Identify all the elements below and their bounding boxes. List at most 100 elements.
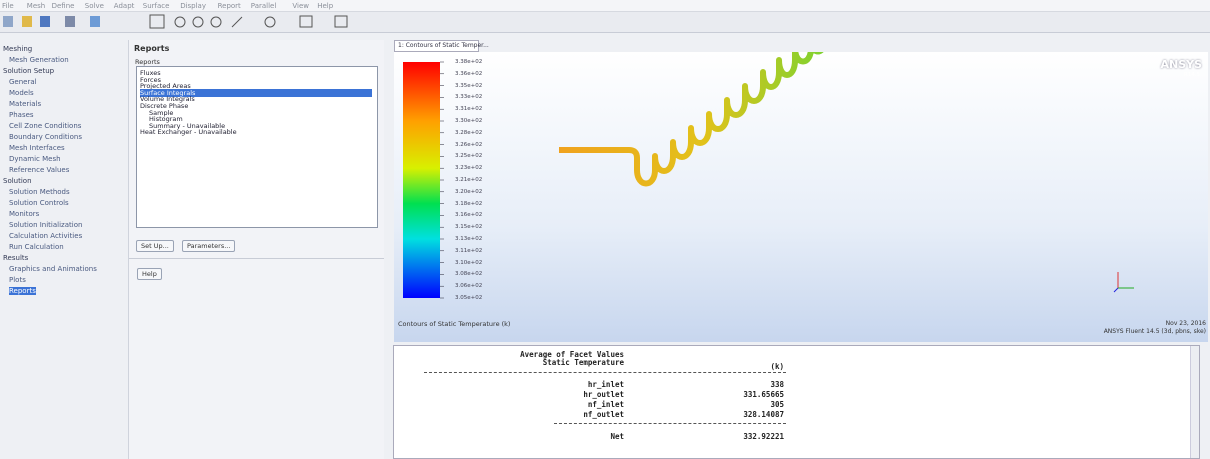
colorbar-label: 3.13e+02	[455, 236, 482, 242]
viewport-background	[394, 52, 1208, 342]
tree-item[interactable]: Plots	[9, 276, 26, 284]
tree-item[interactable]: Solution Controls	[9, 199, 69, 207]
icon[interactable]	[211, 17, 221, 27]
colorbar-label: 3.30e+02	[455, 118, 482, 124]
version: R14.5	[1184, 72, 1200, 78]
icon[interactable]	[150, 15, 164, 28]
menu-item[interactable]: Surface	[143, 2, 170, 10]
tree-item[interactable]: Cell Zone Conditions	[9, 122, 81, 130]
tree-item[interactable]: Dynamic Mesh	[9, 155, 61, 163]
scrollbar[interactable]	[1190, 346, 1199, 458]
tree-item[interactable]: Reports	[9, 287, 36, 295]
tree-item[interactable]: Solution Methods	[9, 188, 70, 196]
colorbar	[403, 62, 440, 298]
menu-item[interactable]: Mesh	[27, 2, 45, 10]
icon[interactable]	[65, 16, 75, 27]
tree-item[interactable]: Models	[9, 89, 34, 97]
tree-item[interactable]: Calculation Activities	[9, 232, 82, 240]
icon[interactable]	[265, 17, 275, 27]
tree-item[interactable]: Phases	[9, 111, 34, 119]
graphics-tab[interactable]: 1: Contours of Static Temper...	[394, 40, 479, 52]
icon[interactable]	[300, 16, 312, 27]
tree-item[interactable]: Mesh Interfaces	[9, 144, 65, 152]
colorbar-label: 3.06e+02	[455, 283, 482, 289]
tree-heading[interactable]: Results	[3, 254, 28, 262]
tree-item[interactable]: Run Calculation	[9, 243, 64, 251]
tree-item[interactable]: Graphics and Animations	[9, 265, 97, 273]
colorbar-label: 3.20e+02	[455, 189, 482, 195]
menu-bar: File Mesh Define Solve Adapt Surface Display Re…	[0, 0, 1210, 12]
tree-item[interactable]: Solution Initialization	[9, 221, 82, 229]
list-label: Reports	[135, 58, 160, 66]
colorbar-label: 3.10e+02	[455, 260, 482, 266]
icon[interactable]	[40, 16, 50, 27]
menu-item[interactable]: Help	[317, 2, 333, 10]
tree-item[interactable]: Boundary Conditions	[9, 133, 82, 141]
tree-item[interactable]: Reference Values	[9, 166, 69, 174]
row-value: 305	[694, 400, 784, 409]
fluent-window: File Mesh Define Solve Adapt Surface Display Re…	[0, 0, 1210, 459]
colorbar-label: 3.16e+02	[455, 212, 482, 218]
colorbar-label: 3.18e+02	[455, 201, 482, 207]
tree-item[interactable]: Mesh Generation	[9, 56, 69, 64]
row-label: nf_inlet	[454, 400, 624, 409]
colorbar-label: 3.23e+02	[455, 165, 482, 171]
menu-item[interactable]: Report	[218, 2, 241, 10]
icon[interactable]	[335, 16, 347, 27]
tree-item[interactable]: Materials	[9, 100, 41, 108]
logo: ANSYS	[1160, 58, 1202, 71]
separator	[129, 258, 384, 259]
tree-heading[interactable]: Solution Setup	[3, 67, 54, 75]
colorbar-label: 3.35e+02	[455, 83, 482, 89]
menu-item[interactable]: Parallel	[251, 2, 277, 10]
row-label: nf_outlet	[454, 410, 624, 419]
colorbar-label: 3.25e+02	[455, 153, 482, 159]
colorbar-label: 3.26e+02	[455, 142, 482, 148]
icon[interactable]	[175, 17, 185, 27]
icon[interactable]	[3, 16, 13, 27]
row-value: 328.14087	[694, 410, 784, 419]
row-label: hr_inlet	[454, 380, 624, 389]
menu-item[interactable]: File	[2, 2, 14, 10]
colorbar-label: 3.21e+02	[455, 177, 482, 183]
menu-item[interactable]: Define	[52, 2, 75, 10]
icon[interactable]	[232, 17, 242, 27]
colorbar-label: 3.33e+02	[455, 94, 482, 100]
toolbar	[0, 12, 1210, 33]
console-quantity: Static Temperature	[454, 358, 624, 367]
colorbar-label: 3.31e+02	[455, 106, 482, 112]
menu-item[interactable]: View	[292, 2, 309, 10]
button[interactable]: Help	[137, 268, 162, 280]
button[interactable]: Parameters...	[182, 240, 235, 252]
button[interactable]: Set Up...	[136, 240, 174, 252]
icon[interactable]	[193, 17, 203, 27]
icon[interactable]	[22, 16, 32, 27]
icon[interactable]	[90, 16, 100, 27]
list-item[interactable]: Heat Exchanger - Unavailable	[140, 128, 237, 136]
tree-heading[interactable]: Solution	[3, 177, 32, 185]
navigation-tree: Meshing Mesh Generation Solution Setup Gene…	[0, 40, 126, 459]
panel-title: Reports	[134, 44, 169, 53]
colorbar-label: 3.11e+02	[455, 248, 482, 254]
row-value: 338	[694, 380, 784, 389]
colorbar-label: 3.38e+02	[455, 59, 482, 65]
console-unit: (k)	[694, 362, 784, 371]
date: Nov 23, 2016	[1166, 320, 1206, 327]
colorbar-label: 3.15e+02	[455, 224, 482, 230]
row-value: 331.65665	[694, 390, 784, 399]
caption: Contours of Static Temperature (k)	[398, 320, 510, 328]
colorbar-label: 3.28e+02	[455, 130, 482, 136]
menu-item[interactable]: Adapt	[114, 2, 135, 10]
tree-item[interactable]: Monitors	[9, 210, 39, 218]
console: Average of Facet Values Static Temperatu…	[393, 345, 1200, 459]
tree-heading[interactable]: Meshing	[3, 45, 32, 53]
toolbar-icons	[0, 12, 400, 32]
menu-item[interactable]: Display	[180, 2, 206, 10]
menu-item[interactable]: Solve	[85, 2, 104, 10]
colorbar-label: 3.05e+02	[455, 295, 482, 301]
tree-item[interactable]: General	[9, 78, 37, 86]
row-label: hr_outlet	[454, 390, 624, 399]
rule	[554, 423, 786, 424]
